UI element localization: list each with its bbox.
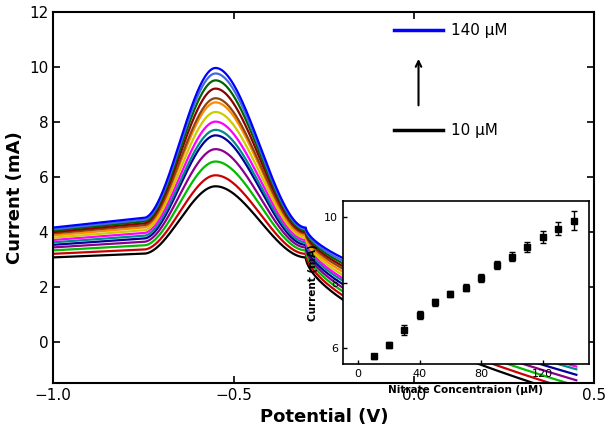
X-axis label: Potential (V): Potential (V) [259, 408, 388, 426]
Text: 140 μM: 140 μM [451, 22, 507, 38]
Y-axis label: Current (mA): Current (mA) [6, 131, 23, 264]
Text: 10 μM: 10 μM [451, 123, 498, 138]
